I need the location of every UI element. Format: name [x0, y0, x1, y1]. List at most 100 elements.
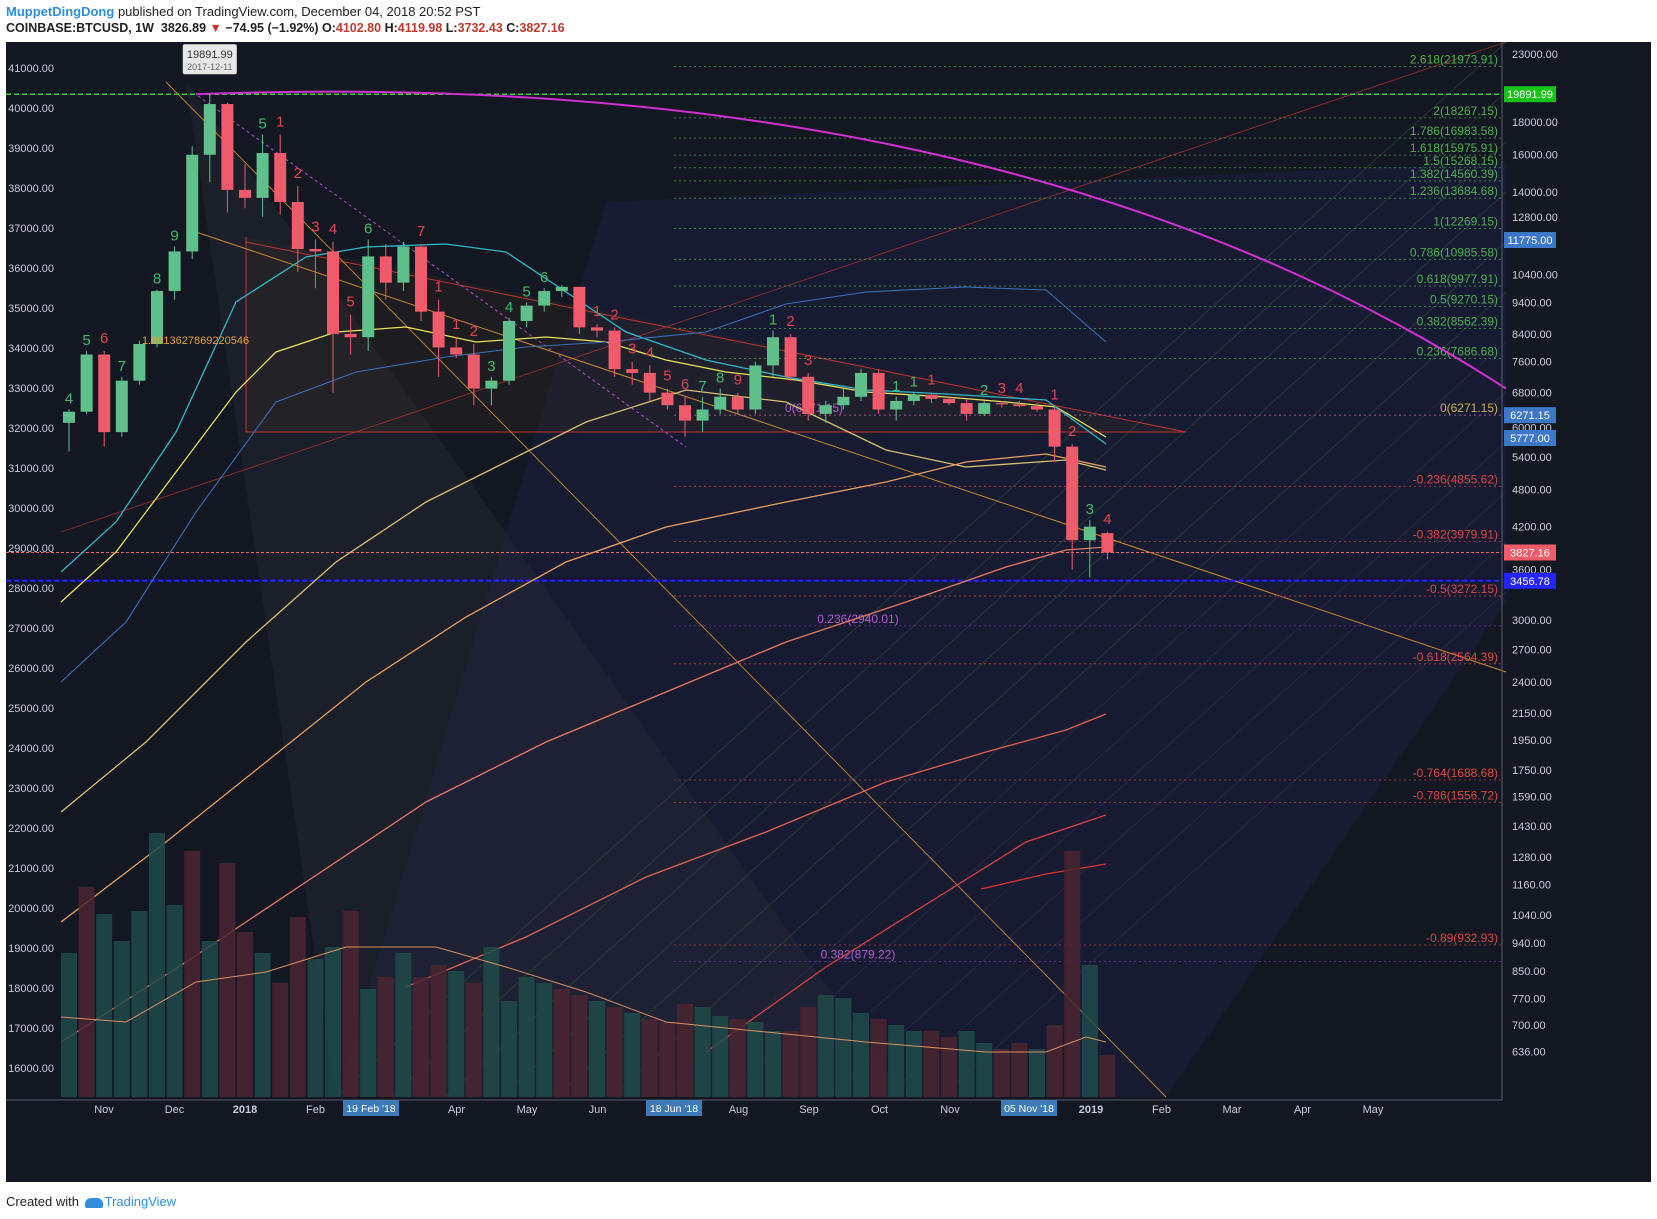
- volume-bar: [78, 887, 95, 1097]
- volume-bar: [1064, 851, 1081, 1097]
- td-count-label: 9: [170, 228, 178, 245]
- descending-trendline: [195, 231, 1507, 673]
- td-count-label: 1: [276, 114, 284, 131]
- symbol-label: COINBASE:BTCUSD, 1W: [6, 21, 154, 35]
- td-count-label: 1: [769, 312, 777, 329]
- candle-down: [327, 251, 339, 334]
- candle-down: [626, 369, 639, 373]
- candle-up: [503, 320, 515, 381]
- x-axis-label: Nov: [94, 1104, 114, 1116]
- candle-up: [714, 396, 727, 410]
- last-price: 3826.89: [160, 21, 207, 35]
- candle-down: [643, 372, 656, 393]
- right-axis-tick: 2400.00: [1512, 677, 1552, 689]
- candle-down: [221, 104, 234, 190]
- left-axis-tick: 20000.00: [8, 903, 54, 915]
- volume-bar: [659, 1022, 676, 1097]
- author-link[interactable]: MuppetDingDong: [6, 4, 115, 19]
- publish-info: MuppetDingDong published on TradingView.…: [6, 4, 480, 19]
- volume-bar: [113, 941, 130, 1097]
- volume-bar: [1011, 1043, 1028, 1097]
- volume-bar: [606, 1007, 623, 1097]
- volume-bar: [501, 1001, 517, 1097]
- volume-bar: [694, 1007, 711, 1097]
- tradingview-logo-icon: [84, 1197, 103, 1208]
- ray-line: [445, 141, 1507, 1098]
- candle-down: [573, 286, 586, 328]
- candle-down: [1101, 533, 1114, 553]
- right-axis-tick: 850.00: [1512, 966, 1546, 978]
- volume-bar: [184, 851, 201, 1097]
- left-axis-tick: 36000.00: [8, 263, 54, 275]
- price-tag: [1504, 231, 1556, 248]
- candle-down: [784, 337, 797, 377]
- left-axis-tick: 18000.00: [8, 983, 54, 995]
- volume-bar: [1029, 1049, 1045, 1097]
- td-count-label: 3: [804, 352, 812, 369]
- left-axis-tick: 23000.00: [8, 783, 54, 795]
- price-tag-label: 3456.78: [1510, 576, 1550, 588]
- magenta-arc: [195, 90, 1507, 390]
- x-axis-label: Sep: [799, 1104, 819, 1116]
- candle-up: [485, 380, 498, 389]
- candle-up: [819, 405, 832, 414]
- left-axis-tick: 34000.00: [8, 343, 54, 355]
- ath-callout-price: 19891.99: [187, 49, 233, 61]
- td-count-label: 3: [311, 218, 319, 235]
- td-count-label: 1: [1050, 386, 1058, 403]
- fib-label: 2(18267.15): [1433, 104, 1498, 118]
- volume-ma-line: [60, 946, 1107, 1053]
- chart-panel[interactable]: 2.618(21973.91) 2(18267.15) 1.786(16983.58…: [6, 42, 1651, 1182]
- candle-up: [555, 286, 568, 292]
- volume-bar: [624, 1013, 641, 1097]
- right-axis-tick: 9400.00: [1512, 298, 1552, 310]
- fib-label: 0.5(9270.15): [1430, 292, 1498, 306]
- td-count-label: 1: [910, 374, 918, 391]
- td-count-label: 2: [610, 306, 618, 323]
- left-axis-tick: 33000.00: [8, 383, 54, 395]
- volume-bar: [325, 947, 341, 1097]
- td-count-label: 8: [153, 271, 161, 288]
- candle-up: [837, 396, 850, 406]
- td-count-label: 2: [470, 323, 478, 340]
- right-axis-tick: 23000.00: [1512, 49, 1558, 61]
- x-axis-label: Feb: [1152, 1104, 1171, 1116]
- right-axis-tick: 4200.00: [1512, 522, 1552, 534]
- right-axis-tick: 1750.00: [1512, 765, 1552, 777]
- ma-red-line: [705, 814, 1107, 1053]
- candle-up: [520, 305, 533, 321]
- volume-bar: [553, 989, 570, 1097]
- td-count-label: 6: [100, 330, 108, 347]
- fib-label: 0.786(10985.58): [1410, 245, 1498, 259]
- fib-label: 0.618(9977.91): [1417, 272, 1498, 286]
- price-chart[interactable]: 2.618(21973.91) 2(18267.15) 1.786(16983.58…: [6, 42, 1651, 1182]
- td-count-label: 4: [329, 221, 337, 238]
- right-axis-tick: 10400.00: [1512, 270, 1558, 282]
- fib-label: 1.618(15975.91): [1410, 141, 1498, 155]
- td-count-label: 5: [258, 116, 266, 133]
- right-axis-tick: 6800.00: [1512, 388, 1552, 400]
- right-axis-tick: 16000.00: [1512, 150, 1558, 162]
- x-axis: NovDec2018FebMarAprMayJunJulAugSepOctNov…: [94, 1100, 1384, 1116]
- volume-bar: [870, 1019, 887, 1097]
- candle-down: [239, 189, 251, 198]
- candle-down: [943, 398, 955, 404]
- triangle-zone: [246, 237, 1186, 432]
- volume-bar: [342, 911, 359, 1097]
- right-axis-tick: 636.00: [1512, 1047, 1546, 1059]
- left-axis-tick: 19000.00: [8, 943, 54, 955]
- price-tag: [1504, 429, 1556, 446]
- td-count-label: 8: [716, 370, 724, 387]
- candle-down: [274, 153, 287, 202]
- td-count-label: 5: [663, 368, 671, 385]
- volume-bar: [131, 911, 148, 1097]
- tradingview-link[interactable]: TradingView: [104, 1194, 177, 1209]
- symbol-info: COINBASE:BTCUSD, 1W 3826.89 ▼ −74.95 (−1…: [6, 21, 565, 35]
- td-count-label: 2: [1068, 423, 1076, 440]
- ma-red-short-line: [980, 863, 1107, 890]
- td-count-label: 5: [522, 284, 530, 301]
- volume-bar: [729, 1019, 746, 1097]
- fib-label: -0.618(2564.39): [1413, 650, 1498, 664]
- candle-down: [432, 311, 445, 348]
- fib-label: -0.5(3272.15): [1426, 582, 1498, 596]
